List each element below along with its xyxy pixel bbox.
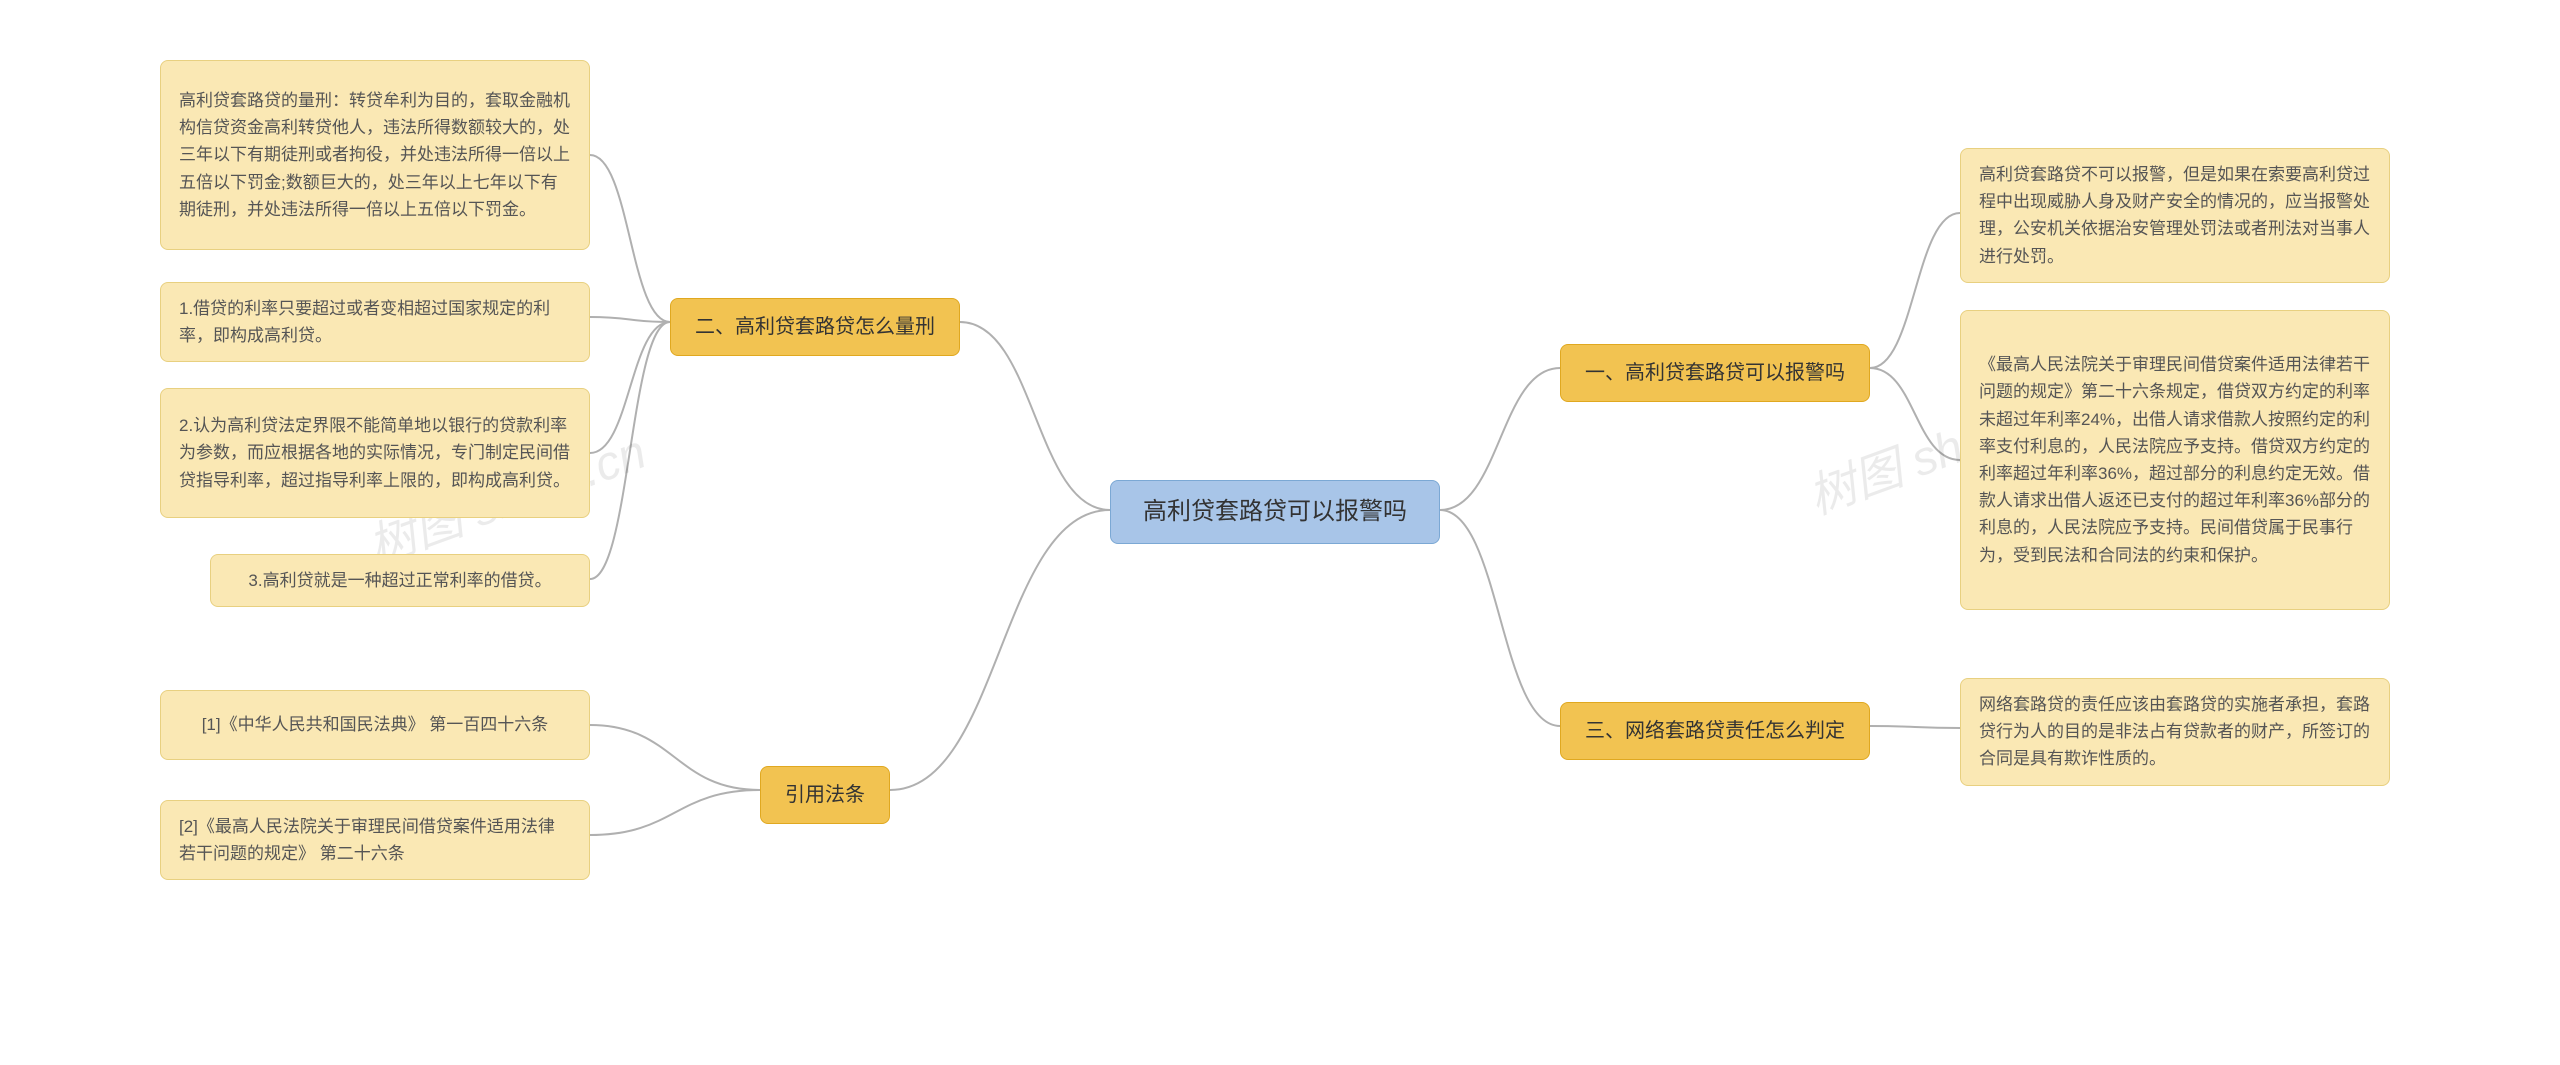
left-branch-0-leaf-3: 3.高利贷就是一种超过正常利率的借贷。 [210, 554, 590, 607]
right-branch-0-leaf-0: 高利贷套路贷不可以报警，但是如果在索要高利贷过程中出现威胁人身及财产安全的情况的… [1960, 148, 2390, 283]
left-branch-0-leaf-0: 高利贷套路贷的量刑：转贷牟利为目的，套取金融机构信贷资金高利转贷他人，违法所得数… [160, 60, 590, 250]
left-branch-0-leaf-1: 1.借贷的利率只要超过或者变相超过国家规定的利率，即构成高利贷。 [160, 282, 590, 362]
right-branch-1: 三、网络套路贷责任怎么判定 [1560, 702, 1870, 760]
root-node: 高利贷套路贷可以报警吗 [1110, 480, 1440, 544]
right-branch-1-leaf-0: 网络套路贷的责任应该由套路贷的实施者承担，套路贷行为人的目的是非法占有贷款者的财… [1960, 678, 2390, 786]
left-branch-1-leaf-1: [2]《最高人民法院关于审理民间借贷案件适用法律若干问题的规定》 第二十六条 [160, 800, 590, 880]
left-branch-0: 二、高利贷套路贷怎么量刑 [670, 298, 960, 356]
left-branch-0-leaf-2: 2.认为高利贷法定界限不能简单地以银行的贷款利率为参数，而应根据各地的实际情况，… [160, 388, 590, 518]
right-branch-0: 一、高利贷套路贷可以报警吗 [1560, 344, 1870, 402]
left-branch-1: 引用法条 [760, 766, 890, 824]
left-branch-1-leaf-0: [1]《中华人民共和国民法典》 第一百四十六条 [160, 690, 590, 760]
right-branch-0-leaf-1: 《最高人民法院关于审理民间借贷案件适用法律若干问题的规定》第二十六条规定，借贷双… [1960, 310, 2390, 610]
